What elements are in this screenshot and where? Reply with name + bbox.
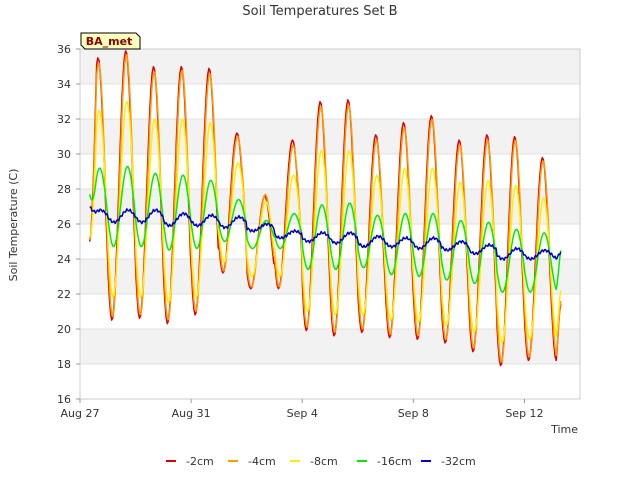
y-tick-label: 36 xyxy=(57,43,71,56)
series-lines xyxy=(88,50,562,367)
y-axis-label: Soil Temperature (C) xyxy=(7,169,20,282)
y-tick-label: 26 xyxy=(57,218,71,231)
y-tick-label: 20 xyxy=(57,323,71,336)
y-axis-ticks: 16 18 20 22 24 26 28 30 32 34 36 xyxy=(57,43,80,406)
chart-title: Soil Temperatures Set B xyxy=(242,4,397,19)
series-line-minus-4cm xyxy=(88,53,562,363)
background-band xyxy=(80,189,580,224)
legend-label: -4cm xyxy=(248,455,276,468)
series-line-minus-32cm xyxy=(89,206,562,261)
background-band xyxy=(80,119,580,154)
x-tick-label: Aug 31 xyxy=(172,407,211,420)
x-tick-label: Aug 27 xyxy=(61,407,100,420)
x-tick-label: Sep 8 xyxy=(398,407,429,420)
y-tick-label: 34 xyxy=(57,78,71,91)
x-axis-ticks: Aug 27 Aug 31 Sep 4 Sep 8 Sep 12 xyxy=(61,399,544,420)
x-axis-label: Time xyxy=(550,423,578,436)
y-tick-label: 30 xyxy=(57,148,71,161)
legend-label: -32cm xyxy=(441,455,476,468)
x-tick-label: Sep 4 xyxy=(287,407,318,420)
legend-label: -16cm xyxy=(377,455,412,468)
y-tick-label: 16 xyxy=(57,393,71,406)
legend-label: -8cm xyxy=(310,455,338,468)
background-band xyxy=(80,329,580,364)
x-tick-label: Sep 12 xyxy=(505,407,543,420)
legend-label: -2cm xyxy=(186,455,214,468)
y-tick-label: 28 xyxy=(57,183,71,196)
legend: -2cm -4cm -8cm -16cm -32cm xyxy=(166,455,476,468)
y-tick-label: 18 xyxy=(57,358,71,371)
background-band xyxy=(80,49,580,84)
station-badge: BA_met xyxy=(80,32,141,50)
station-badge-label: BA_met xyxy=(86,35,133,48)
y-tick-label: 32 xyxy=(57,113,71,126)
series-line-minus-8cm xyxy=(89,100,562,344)
y-tick-label: 22 xyxy=(57,288,71,301)
station-badge-box xyxy=(80,32,141,50)
y-tick-label: 24 xyxy=(57,253,71,266)
